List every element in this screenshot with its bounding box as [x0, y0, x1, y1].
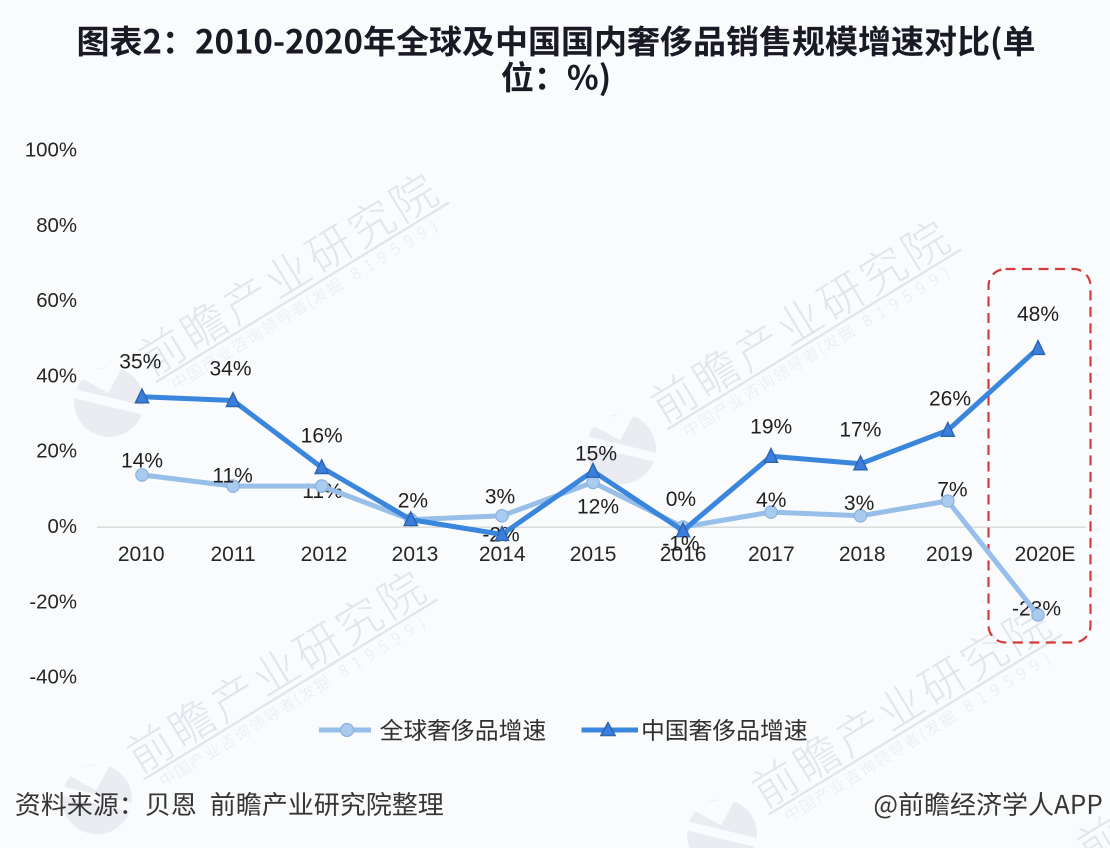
svg-text:2019: 2019 [926, 543, 973, 566]
svg-text:14%: 14% [121, 450, 163, 473]
svg-text:35%: 35% [119, 350, 161, 373]
svg-text:2013: 2013 [392, 543, 439, 566]
svg-text:3%: 3% [485, 485, 515, 508]
svg-text:2012: 2012 [301, 543, 348, 566]
svg-text:16%: 16% [301, 424, 343, 447]
svg-text:0%: 0% [48, 516, 77, 538]
svg-text:4%: 4% [756, 489, 786, 512]
svg-text:-20%: -20% [29, 591, 77, 613]
svg-text:2010: 2010 [118, 543, 165, 566]
svg-text:2017: 2017 [748, 543, 795, 566]
svg-text:3%: 3% [844, 492, 874, 515]
svg-text:48%: 48% [1017, 303, 1059, 326]
svg-text:15%: 15% [575, 443, 617, 466]
svg-text:7%: 7% [937, 479, 967, 502]
svg-text:17%: 17% [839, 419, 881, 442]
svg-text:11%: 11% [212, 465, 252, 488]
svg-text:20%: 20% [36, 441, 77, 463]
svg-text:2014: 2014 [479, 543, 526, 566]
svg-text:2011: 2011 [211, 543, 256, 566]
svg-text:2020E: 2020E [1015, 543, 1076, 566]
svg-text:0%: 0% [666, 488, 696, 511]
svg-text:2016: 2016 [660, 543, 707, 566]
svg-text:-1%: -1% [662, 533, 699, 556]
svg-text:2015: 2015 [570, 543, 617, 566]
svg-text:80%: 80% [36, 215, 77, 237]
svg-text:12%: 12% [577, 495, 619, 518]
svg-text:100%: 100% [25, 140, 77, 162]
svg-text:60%: 60% [36, 290, 77, 312]
svg-text:-40%: -40% [29, 667, 77, 689]
svg-text:2018: 2018 [839, 543, 886, 566]
svg-text:40%: 40% [36, 366, 77, 388]
svg-text:2%: 2% [398, 490, 428, 513]
svg-text:34%: 34% [209, 358, 251, 381]
svg-text:19%: 19% [750, 415, 792, 438]
svg-text:26%: 26% [929, 388, 971, 411]
